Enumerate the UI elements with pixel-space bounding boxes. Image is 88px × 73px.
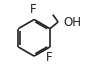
Text: F: F	[30, 3, 37, 16]
Text: F: F	[46, 51, 53, 64]
Text: OH: OH	[64, 16, 82, 29]
